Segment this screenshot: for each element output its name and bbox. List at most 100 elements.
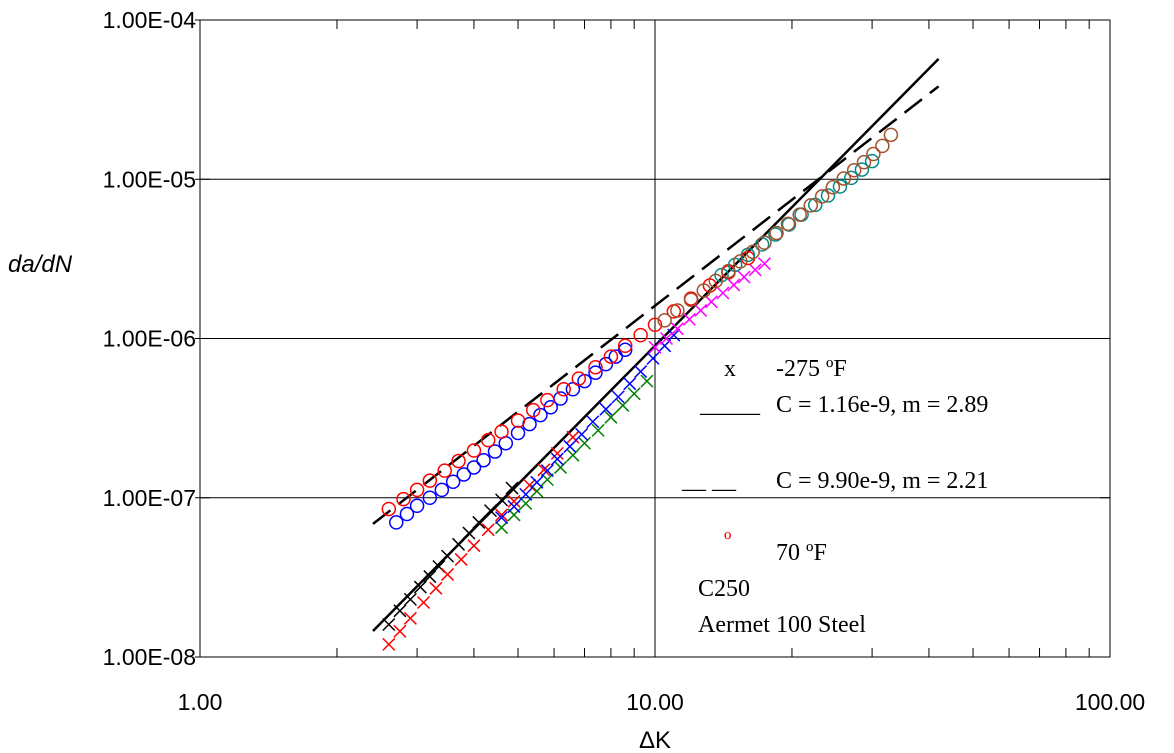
data-point-cross-stroke [432,559,446,574]
data-point-cross-stroke [682,312,696,326]
y-axis-label: da/dN [8,251,73,278]
data-point-cross [495,508,509,522]
data-point-circle [422,473,438,488]
data-point-cross [757,257,771,271]
data-point-cross [659,331,674,346]
data-point-circle [768,227,783,242]
data-point-circle [883,127,899,143]
data-point-cross-stroke [505,481,519,495]
data-point-cross [604,410,618,424]
data-point-circle [820,188,836,203]
data-point-circle [846,162,862,178]
tick-labels: 1.00 10.00 100.00 1.00E-08 1.00E-07 1.00E-06 1… [103,7,1146,715]
data-point-cross [716,286,730,300]
data-point-circle [769,225,784,241]
data-point-cross-stroke [382,617,396,632]
data-point-cross-stroke [586,415,600,429]
data-point-cross [577,436,592,450]
data-point-cross [611,390,625,404]
data-point-cross [495,521,509,535]
data-point-circle [381,501,397,517]
legend-marker-dashed-line: __ __ [681,468,737,494]
data-point-cross [495,511,509,525]
data-point-cross-stroke [737,270,751,284]
data-point-cross-stroke [550,446,564,460]
data-point-cross [382,637,396,651]
data-point-cross-stroke [604,410,618,424]
data-point-circle [792,207,807,222]
data-point-cross-stroke [757,257,771,271]
data-point-cross [566,430,580,444]
data-point-circle [480,432,496,448]
data-point-cross [554,460,568,474]
data-point-cross-stroke [646,351,660,365]
data-point-circle [647,317,663,332]
data-point-circle [422,490,438,505]
data-point-cross [523,478,537,492]
legend-label-dashed-fit: C = 9.90e-9, m = 2.21 [776,468,988,494]
data-point-cross [566,448,580,462]
tick-marks [195,19,1111,658]
data-point-cross [627,387,641,401]
data-point-cross-stroke [540,464,554,478]
x-tick-label: 100.00 [1075,689,1145,715]
data-point-circle [556,382,571,397]
data-point-cross [403,592,417,606]
legend-marker-circle: º [724,528,732,554]
data-point-circle [856,154,872,170]
legend-note-material: Aermet 100 Steel [698,612,866,638]
data-point-cross-stroke [495,508,509,522]
data-point-circle [603,349,619,364]
data-point-cross-stroke [667,328,681,342]
data-point-cross [382,617,396,632]
data-point-circle [543,400,558,415]
data-point-circle [588,359,603,375]
data-point-cross [454,552,468,566]
legend-marker-solid-line: _____ [699,392,761,418]
data-point-cross-stroke [429,581,443,595]
data-point-cross-stroke [563,439,577,453]
data-point-cross-stroke [658,339,672,353]
data-point-cross-stroke [403,611,417,625]
data-point-circle [854,162,870,177]
data-point-cross-stroke [495,493,509,507]
data-point-circle [409,498,425,514]
data-point-cross-stroke [716,286,730,300]
legend-note-c250: C250 [698,576,750,602]
data-point-cross-stroke [575,427,589,441]
data-point-cross-stroke [472,515,486,529]
data-point-cross-stroke [537,463,551,477]
data-point-cross-stroke [694,303,708,317]
data-point-cross-stroke [611,390,625,404]
data-point-cross [441,549,455,563]
data-point-circle [389,515,404,530]
data-point-circle [476,452,491,468]
data-point-circle [434,482,450,498]
legend-marker-x: x [724,356,736,382]
data-point-circle [866,146,881,162]
data-point-cross [507,494,521,508]
data-point-cross [727,278,741,292]
data-point-circle [657,313,672,328]
data-point-cross-stroke [483,504,498,518]
legend: x -275 ºF _____ C = 1.16e-9, m = 2.89 __… [681,356,988,638]
data-point-circle [525,402,541,418]
data-point-circle [553,391,568,406]
data-point-circle [494,424,509,439]
data-point-cross-stroke [462,526,476,540]
y-tick-label: 1.00E-05 [103,166,196,192]
data-point-cross-stroke [554,460,568,474]
y-tick-label: 1.00E-06 [103,326,196,352]
data-point-circle [844,170,859,186]
data-point-circle [825,180,841,195]
data-point-cross-stroke [566,448,580,462]
data-point-cross [417,595,431,609]
data-point-circle [864,153,880,169]
data-point-cross-stroke [393,624,407,638]
data-point-cross [481,523,495,537]
data-point-circle [466,443,482,458]
data-point-cross [462,526,476,540]
x-tick-label: 10.00 [626,689,684,715]
data-point-cross [682,312,696,326]
data-point-circle [437,463,452,478]
